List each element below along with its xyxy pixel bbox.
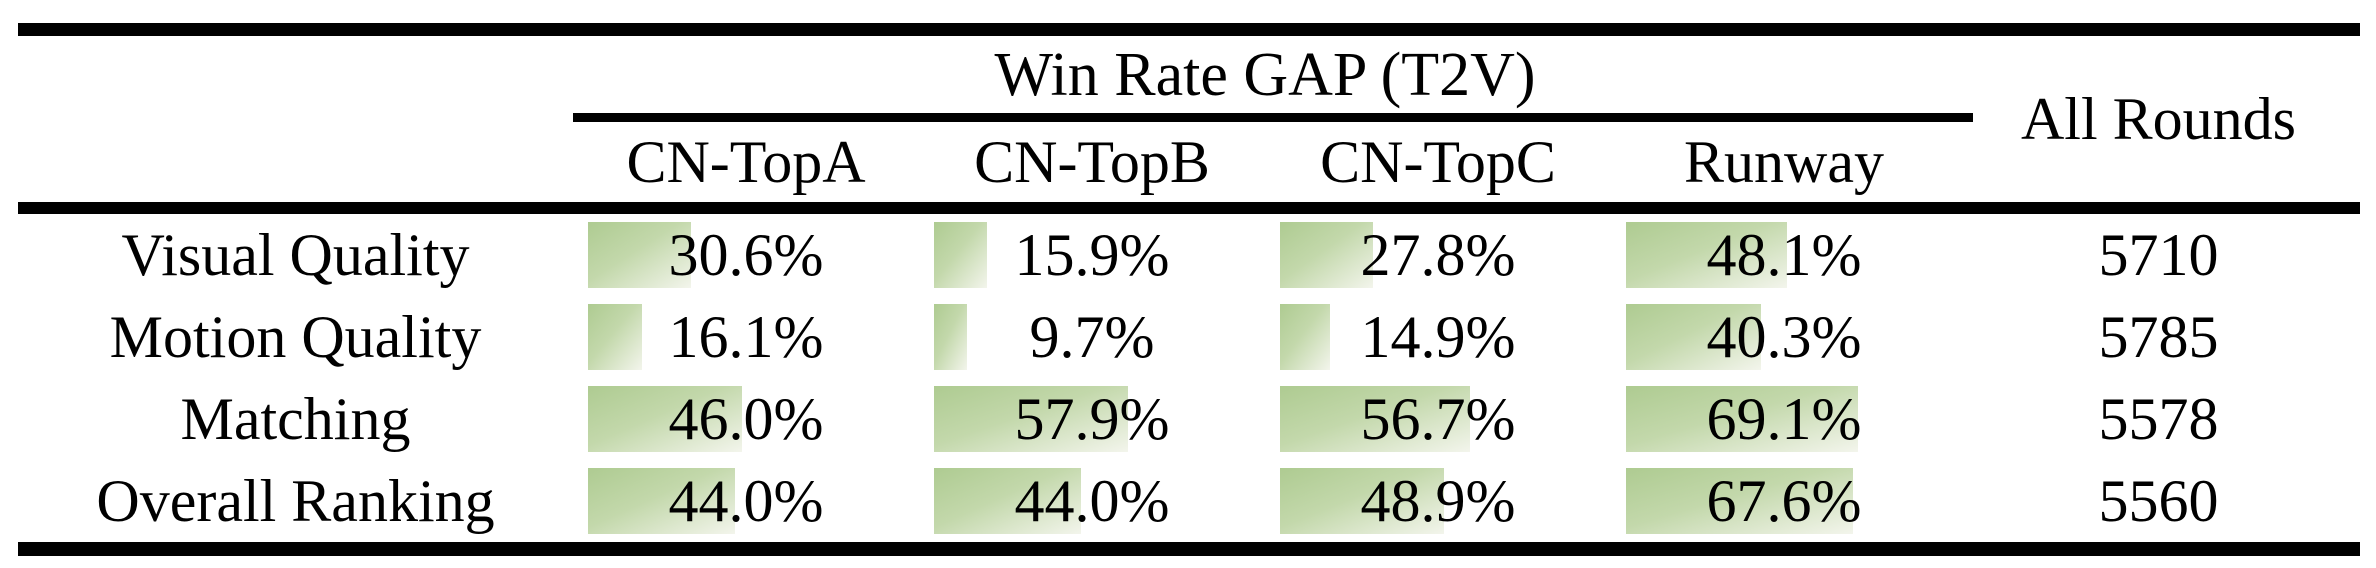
table-top-rule bbox=[18, 23, 2360, 36]
row-label-motion-quality: Motion Quality bbox=[109, 304, 482, 370]
all-rounds-value: 5560 bbox=[2098, 468, 2219, 534]
table-title: Win Rate GAP (T2V) bbox=[994, 40, 1536, 109]
win-rate-cell: 9.7% bbox=[919, 296, 1265, 378]
win-rate-bar bbox=[588, 386, 743, 452]
row-label-overall-ranking: Overall Ranking bbox=[96, 468, 495, 534]
win-rate-value: 44.0% bbox=[1014, 468, 1170, 534]
header-separator-rule bbox=[18, 202, 2360, 214]
win-rate-value: 46.0% bbox=[668, 386, 824, 452]
win-rate-value: 30.6% bbox=[668, 222, 824, 288]
win-rate-value: 27.8% bbox=[1360, 222, 1516, 288]
win-rate-cell: 27.8% bbox=[1265, 214, 1611, 296]
win-rate-cell: 48.9% bbox=[1265, 460, 1611, 542]
win-rate-cell: 67.6% bbox=[1611, 460, 1957, 542]
win-rate-cell: 46.0% bbox=[573, 378, 919, 460]
win-rate-value: 69.1% bbox=[1706, 386, 1862, 452]
title-underline-rule bbox=[573, 113, 1973, 122]
win-rate-bar bbox=[1626, 468, 1853, 534]
column-header-runway: Runway bbox=[1684, 129, 1884, 195]
win-rate-value: 16.1% bbox=[668, 304, 824, 370]
table-bottom-rule bbox=[18, 542, 2360, 556]
win-rate-cell: 15.9% bbox=[919, 214, 1265, 296]
win-rate-bar bbox=[934, 222, 988, 288]
win-rate-bar bbox=[588, 468, 736, 534]
win-rate-value: 67.6% bbox=[1706, 468, 1862, 534]
column-header-cn-topa: CN-TopA bbox=[626, 129, 866, 195]
table-grid: Win Rate GAP (T2V) All Rounds CN-TopA CN… bbox=[18, 36, 2360, 542]
win-rate-value: 15.9% bbox=[1014, 222, 1170, 288]
win-rate-cell: 44.0% bbox=[919, 460, 1265, 542]
win-rate-bar bbox=[1280, 304, 1330, 370]
win-rate-cell: 57.9% bbox=[919, 378, 1265, 460]
win-rate-bar bbox=[934, 468, 1082, 534]
win-rate-cell: 69.1% bbox=[1611, 378, 1957, 460]
win-rate-value: 56.7% bbox=[1360, 386, 1516, 452]
win-rate-value: 14.9% bbox=[1360, 304, 1516, 370]
win-rate-cell: 16.1% bbox=[573, 296, 919, 378]
win-rate-value: 48.9% bbox=[1360, 468, 1516, 534]
column-header-cn-topb: CN-TopB bbox=[974, 129, 1210, 195]
win-rate-cell: 30.6% bbox=[573, 214, 919, 296]
win-rate-bar bbox=[1626, 304, 1761, 370]
win-rate-bar bbox=[934, 304, 967, 370]
win-rate-table: Win Rate GAP (T2V) All Rounds CN-TopA CN… bbox=[18, 23, 2360, 556]
win-rate-bar bbox=[1626, 222, 1788, 288]
win-rate-bar bbox=[588, 304, 642, 370]
all-rounds-header: All Rounds bbox=[2020, 86, 2297, 152]
win-rate-bar bbox=[1626, 386, 1858, 452]
win-rate-cell: 48.1% bbox=[1611, 214, 1957, 296]
row-label-matching: Matching bbox=[180, 386, 411, 452]
row-label-visual-quality: Visual Quality bbox=[121, 222, 470, 288]
win-rate-cell: 44.0% bbox=[573, 460, 919, 542]
column-header-cn-topc: CN-TopC bbox=[1320, 129, 1556, 195]
win-rate-value: 57.9% bbox=[1014, 386, 1170, 452]
win-rate-bar bbox=[1280, 222, 1374, 288]
win-rate-cell: 40.3% bbox=[1611, 296, 1957, 378]
win-rate-bar bbox=[1280, 386, 1470, 452]
win-rate-value: 9.7% bbox=[1029, 304, 1155, 370]
win-rate-value: 48.1% bbox=[1706, 222, 1862, 288]
win-rate-bar bbox=[1280, 468, 1444, 534]
win-rate-value: 44.0% bbox=[668, 468, 824, 534]
all-rounds-value: 5785 bbox=[2098, 304, 2219, 370]
win-rate-bar bbox=[934, 386, 1128, 452]
win-rate-cell: 14.9% bbox=[1265, 296, 1611, 378]
all-rounds-value: 5578 bbox=[2098, 386, 2219, 452]
win-rate-bar bbox=[588, 222, 691, 288]
all-rounds-value: 5710 bbox=[2098, 222, 2219, 288]
win-rate-value: 40.3% bbox=[1706, 304, 1862, 370]
win-rate-cell: 56.7% bbox=[1265, 378, 1611, 460]
